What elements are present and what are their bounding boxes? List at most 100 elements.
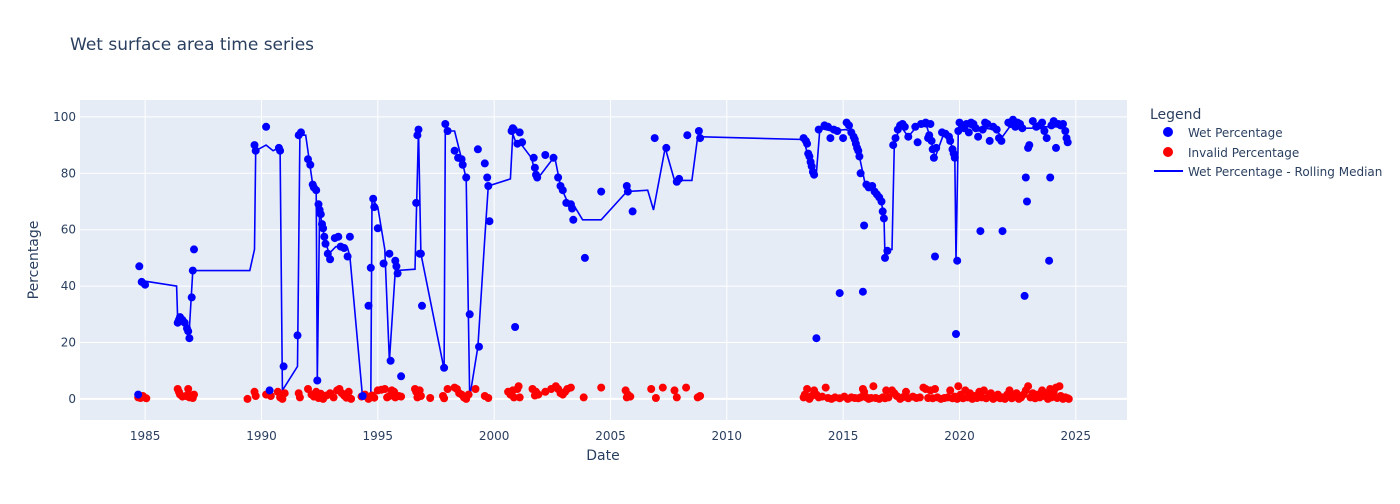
data-point-wet[interactable] <box>889 141 898 150</box>
data-point-wet[interactable] <box>320 232 329 241</box>
data-point-wet[interactable] <box>650 134 659 143</box>
data-point-wet[interactable] <box>931 252 939 261</box>
data-point-wet[interactable] <box>683 131 692 140</box>
data-point-wet[interactable] <box>858 287 867 296</box>
data-point-wet[interactable] <box>529 153 538 162</box>
data-point-wet[interactable] <box>891 134 900 143</box>
data-point-wet[interactable] <box>952 330 960 338</box>
data-point-wet[interactable] <box>484 182 493 190</box>
data-point-wet[interactable] <box>450 146 459 155</box>
data-point-wet[interactable] <box>392 262 401 271</box>
data-point-invalid[interactable] <box>329 393 338 402</box>
data-point-wet[interactable] <box>345 232 354 241</box>
data-point-wet[interactable] <box>358 392 367 400</box>
data-point-invalid[interactable] <box>672 393 681 402</box>
data-point-wet[interactable] <box>964 128 973 137</box>
data-point-wet[interactable] <box>826 134 835 143</box>
data-point-wet[interactable] <box>414 125 423 134</box>
data-point-invalid[interactable] <box>1005 386 1014 395</box>
data-point-wet[interactable] <box>1046 173 1055 182</box>
data-point-wet[interactable] <box>473 145 482 154</box>
data-point-wet[interactable] <box>465 310 474 319</box>
data-point-invalid[interactable] <box>440 394 449 403</box>
data-point-wet[interactable] <box>1020 291 1029 300</box>
data-point-wet[interactable] <box>184 327 193 336</box>
data-point-wet[interactable] <box>462 173 471 182</box>
data-point-wet[interactable] <box>833 127 842 135</box>
data-point-invalid[interactable] <box>443 385 452 393</box>
legend-item-rolling-median[interactable]: Wet Percentage - Rolling Median <box>1154 165 1382 179</box>
data-point-wet[interactable] <box>877 197 886 206</box>
data-point-wet[interactable] <box>316 210 325 219</box>
data-point-invalid[interactable] <box>295 393 304 402</box>
data-point-wet[interactable] <box>900 122 909 131</box>
data-point-wet[interactable] <box>530 163 539 172</box>
data-point-wet[interactable] <box>845 121 853 130</box>
data-point-wet[interactable] <box>623 187 632 196</box>
legend-item-wet[interactable]: Wet Percentage <box>1163 126 1283 140</box>
data-point-wet[interactable] <box>946 136 955 145</box>
data-point-wet[interactable] <box>515 128 524 137</box>
data-point-wet[interactable] <box>343 252 352 261</box>
data-point-invalid[interactable] <box>658 383 667 392</box>
data-point-wet[interactable] <box>364 301 373 310</box>
data-point-wet[interactable] <box>856 169 865 178</box>
data-point-wet[interactable] <box>412 198 421 207</box>
data-point-wet[interactable] <box>370 203 379 212</box>
data-point-wet[interactable] <box>569 215 578 224</box>
data-point-invalid[interactable] <box>682 383 691 392</box>
data-point-wet[interactable] <box>1063 138 1072 147</box>
data-point-wet[interactable] <box>321 239 330 248</box>
data-point-invalid[interactable] <box>471 385 480 393</box>
data-point-invalid[interactable] <box>464 390 473 399</box>
data-point-wet[interactable] <box>326 255 335 264</box>
data-point-wet[interactable] <box>855 152 864 161</box>
data-point-wet[interactable] <box>440 363 449 372</box>
data-point-invalid[interactable] <box>1064 394 1073 403</box>
data-point-wet[interactable] <box>251 146 260 155</box>
data-point-wet[interactable] <box>904 132 913 141</box>
data-point-wet[interactable] <box>971 124 980 133</box>
data-point-wet[interactable] <box>533 173 542 182</box>
data-point-wet[interactable] <box>926 120 935 128</box>
data-point-invalid[interactable] <box>184 385 193 393</box>
data-point-wet[interactable] <box>541 151 550 159</box>
data-point-wet[interactable] <box>883 246 892 255</box>
data-point-invalid[interactable] <box>142 394 151 403</box>
data-point-wet[interactable] <box>675 174 684 183</box>
data-point-wet[interactable] <box>549 153 558 162</box>
data-point-invalid[interactable] <box>803 385 812 393</box>
data-point-wet[interactable] <box>297 128 305 137</box>
data-point-invalid[interactable] <box>626 392 635 401</box>
data-point-wet[interactable] <box>929 153 938 162</box>
data-point-wet[interactable] <box>397 372 406 381</box>
data-point-invalid[interactable] <box>579 393 588 402</box>
data-point-wet[interactable] <box>265 386 274 395</box>
data-point-wet[interactable] <box>1018 124 1027 133</box>
data-point-wet[interactable] <box>373 224 382 233</box>
data-point-wet[interactable] <box>134 390 143 399</box>
data-point-wet[interactable] <box>312 186 321 195</box>
data-point-invalid[interactable] <box>651 394 660 402</box>
data-point-wet[interactable] <box>628 207 637 216</box>
data-point-invalid[interactable] <box>931 385 939 393</box>
data-point-wet[interactable] <box>998 227 1007 236</box>
data-point-invalid[interactable] <box>509 393 518 402</box>
data-point-wet[interactable] <box>441 120 450 128</box>
data-point-wet[interactable] <box>1045 256 1054 265</box>
data-point-wet[interactable] <box>879 214 888 223</box>
data-point-wet[interactable] <box>458 160 467 169</box>
data-point-wet[interactable] <box>803 139 812 148</box>
data-point-wet[interactable] <box>334 232 343 241</box>
data-point-wet[interactable] <box>188 266 197 275</box>
data-point-wet[interactable] <box>135 262 144 271</box>
data-point-wet[interactable] <box>340 244 349 252</box>
data-point-wet[interactable] <box>597 187 606 196</box>
data-point-wet[interactable] <box>385 249 394 258</box>
data-point-invalid[interactable] <box>397 392 406 401</box>
data-point-invalid[interactable] <box>915 393 924 402</box>
legend-item-invalid[interactable]: Invalid Percentage <box>1163 146 1299 160</box>
data-point-invalid[interactable] <box>534 390 543 399</box>
data-point-wet[interactable] <box>306 160 315 169</box>
data-point-wet[interactable] <box>814 125 823 134</box>
